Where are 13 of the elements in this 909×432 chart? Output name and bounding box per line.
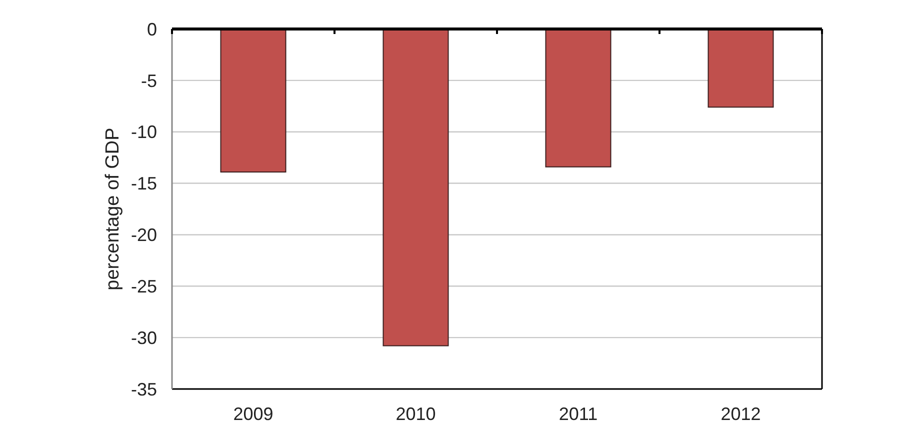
- y-tick-label: -20: [130, 225, 157, 246]
- x-tick-label: 2010: [396, 404, 436, 424]
- y-tick-label: -25: [130, 276, 157, 297]
- y-tick-label: -35: [130, 379, 157, 400]
- y-tick-label: 0: [146, 19, 157, 40]
- y-tick-label: -15: [130, 174, 157, 194]
- y-tick-label: -30: [130, 328, 157, 348]
- x-tick-label: 2011: [558, 404, 598, 424]
- x-tick-label: 2012: [720, 404, 761, 424]
- y-tick-label: -10: [130, 122, 157, 142]
- y-axis-title: percentage of GDP: [102, 128, 124, 290]
- y-tick-label: -5: [140, 70, 157, 91]
- x-tick-label: 2009: [233, 404, 274, 424]
